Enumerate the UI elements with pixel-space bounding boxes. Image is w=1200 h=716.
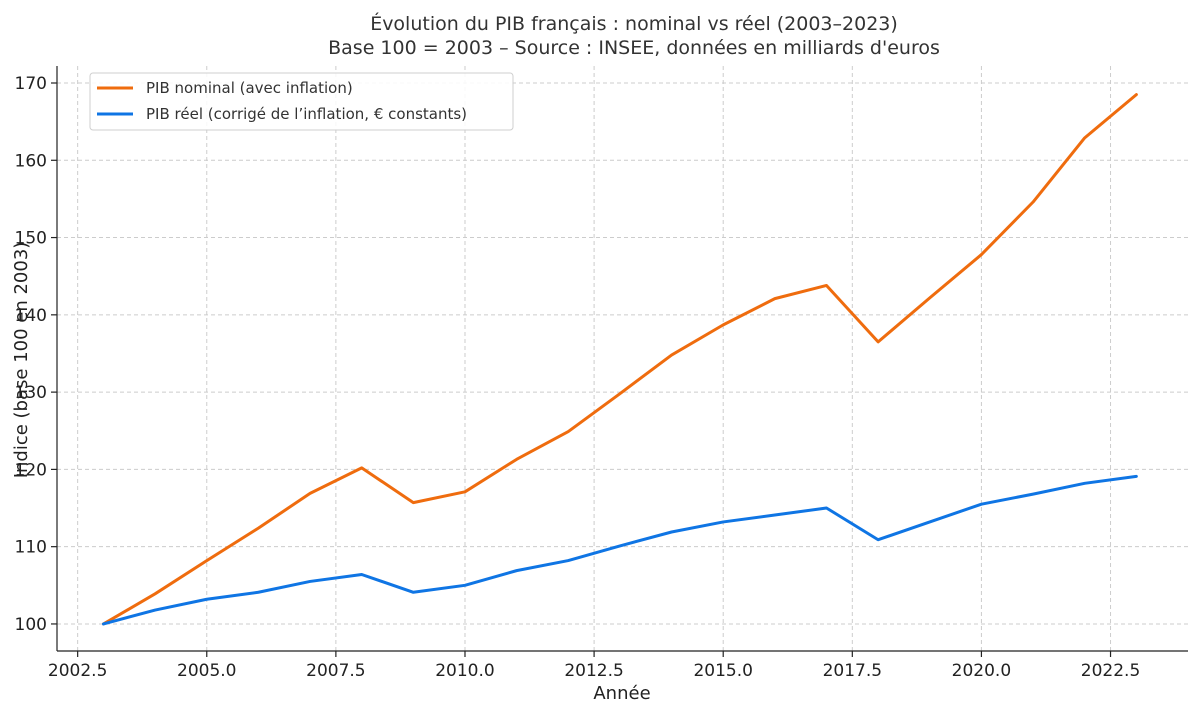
- chart-title: Évolution du PIB français : nominal vs r…: [370, 12, 898, 35]
- series-line-nominal: [101, 93, 1138, 626]
- y-tick-label: 120: [15, 460, 47, 480]
- legend-label-real: PIB réel (corrigé de l’inflation, € cons…: [146, 105, 467, 123]
- grid: [57, 66, 1188, 651]
- chart-subtitle: Base 100 = 2003 – Source : INSEE, donnée…: [328, 37, 940, 59]
- y-tick-label: 140: [15, 306, 47, 326]
- x-tick-label: 2002.5: [48, 661, 107, 681]
- legend: PIB nominal (avec inflation) PIB réel (c…: [89, 72, 514, 131]
- y-tick-label: 130: [15, 383, 47, 403]
- y-axis-label: Indice (base 100 en 2003): [11, 242, 32, 479]
- series-lines: [101, 93, 1138, 626]
- x-tick-label: 2020.0: [952, 661, 1011, 681]
- y-tick-label: 150: [15, 229, 47, 249]
- x-tick-label: 2005.0: [177, 661, 236, 681]
- axes: [56, 66, 1188, 652]
- x-tick-label: 2012.5: [564, 661, 623, 681]
- tick-labels: 2002.5 2005.0 2007.5 2010.0 2012.5 2015.0 2017…: [15, 74, 1141, 681]
- y-tick-label: 170: [15, 74, 47, 94]
- x-tick-label: 2022.5: [1081, 661, 1140, 681]
- y-tick-label: 110: [15, 538, 47, 558]
- x-tick-label: 2015.0: [693, 661, 752, 681]
- y-tick-label: 160: [15, 151, 47, 171]
- x-tick-label: 2007.5: [306, 661, 365, 681]
- x-tick-label: 2017.5: [823, 661, 882, 681]
- x-tick-label: 2010.0: [435, 661, 494, 681]
- y-tick-label: 100: [15, 615, 47, 635]
- legend-label-nominal: PIB nominal (avec inflation): [146, 79, 353, 97]
- series-line-real: [101, 474, 1138, 626]
- x-axis-label: Année: [593, 683, 650, 704]
- legend-frame: [89, 72, 514, 131]
